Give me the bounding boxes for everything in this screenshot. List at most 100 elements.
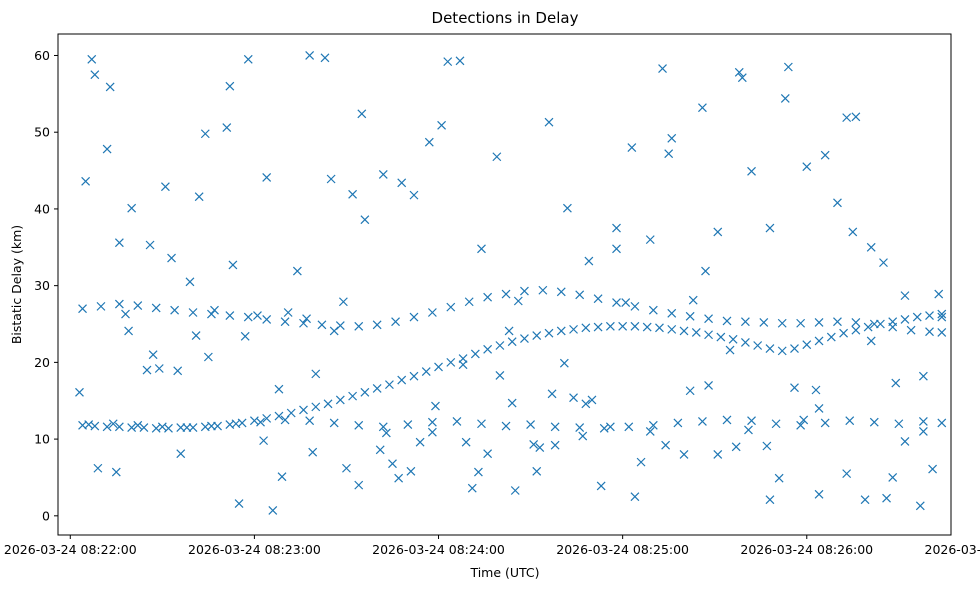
detection-marker — [268, 506, 278, 515]
detection-marker — [790, 383, 799, 393]
detection-marker — [664, 149, 674, 159]
detection-marker — [372, 384, 382, 393]
detection-marker — [716, 332, 726, 342]
x-axis-ticks: 2026-03-24 08:22:00 2026-03-24 08:23:00 20… — [4, 535, 980, 557]
detection-marker — [311, 369, 321, 379]
detection-marker — [630, 492, 640, 502]
detection-marker — [701, 266, 710, 276]
detection-marker — [434, 362, 443, 372]
detection-marker — [274, 411, 284, 421]
detection-marker — [587, 395, 597, 405]
detection-marker — [596, 481, 606, 491]
detection-marker — [658, 64, 667, 73]
detection-marker — [547, 389, 557, 399]
detection-marker — [704, 314, 713, 324]
detection-marker — [612, 223, 621, 233]
detection-marker — [915, 501, 925, 511]
detection-marker — [188, 308, 198, 317]
y-tick-label: 30 — [34, 278, 50, 293]
detection-marker — [96, 301, 106, 311]
detection-marker — [728, 334, 738, 344]
detection-marker — [891, 378, 901, 388]
detection-marker — [207, 421, 216, 431]
detection-marker — [470, 349, 480, 359]
detection-marker — [900, 436, 910, 446]
detection-marker — [262, 173, 272, 182]
detection-marker — [133, 301, 143, 311]
detection-marker — [182, 423, 192, 433]
detection-marker — [280, 317, 290, 327]
detection-marker — [391, 317, 400, 327]
detection-marker — [799, 415, 809, 425]
detection-marker — [753, 341, 763, 350]
plot-area-frame — [57, 33, 952, 536]
detection-marker — [762, 441, 772, 451]
detection-marker — [259, 436, 269, 446]
detection-marker — [648, 420, 658, 430]
detection-marker — [937, 418, 947, 428]
detection-marker — [937, 309, 947, 319]
detection-marker — [427, 308, 437, 317]
detection-marker — [544, 117, 554, 127]
detection-marker — [928, 464, 938, 474]
detection-marker — [556, 287, 566, 297]
detection-marker — [698, 417, 707, 426]
detection-marker — [679, 450, 689, 459]
detection-marker — [225, 81, 235, 91]
detection-marker — [648, 305, 658, 315]
detection-marker — [912, 312, 922, 322]
detection-marker — [624, 422, 634, 432]
detection-marker — [409, 371, 419, 381]
detection-marker — [90, 70, 100, 80]
detection-marker — [464, 297, 474, 307]
detection-marker — [329, 418, 339, 428]
detection-marker — [320, 53, 330, 63]
detection-marker — [802, 162, 812, 172]
detection-marker — [409, 190, 419, 200]
detection-marker — [618, 321, 628, 331]
detection-marker — [477, 419, 486, 429]
detection-marker — [305, 416, 315, 426]
detection-marker — [645, 235, 655, 245]
detection-marker — [510, 486, 520, 495]
detection-marker — [667, 324, 677, 334]
detection-marker — [354, 321, 364, 331]
detection-marker — [280, 415, 290, 425]
detection-marker — [636, 457, 646, 467]
detection-marker — [704, 380, 713, 390]
detection-marker — [127, 423, 137, 433]
detection-marker — [424, 137, 434, 147]
detection-marker — [342, 463, 351, 473]
detection-marker — [329, 326, 339, 336]
detection-marker — [934, 289, 944, 299]
detection-marker — [121, 309, 130, 319]
detection-marker — [87, 54, 97, 64]
x-tick-label: 2026-03-24 08:24:00 — [372, 542, 505, 557]
detection-marker — [918, 371, 928, 381]
detection-marker — [157, 422, 167, 432]
detection-marker — [569, 324, 578, 334]
detection-marker — [427, 417, 437, 427]
detection-marker — [820, 150, 830, 160]
detection-marker — [495, 370, 505, 380]
detection-marker — [796, 318, 806, 328]
detection-marker — [283, 308, 293, 317]
detection-marker — [851, 318, 861, 327]
detection-marker — [605, 422, 615, 432]
detection-marker — [918, 417, 928, 426]
detection-marker — [879, 258, 888, 268]
detection-marker — [575, 290, 585, 300]
y-tick-label: 20 — [34, 355, 50, 370]
detection-marker — [495, 341, 505, 350]
detection-marker — [243, 312, 253, 322]
detection-marker — [323, 399, 333, 409]
detection-marker — [765, 495, 775, 505]
detection-marker — [170, 305, 180, 315]
detection-marker — [452, 417, 462, 426]
detection-marker — [222, 123, 232, 133]
detection-marker — [378, 422, 388, 432]
detection-marker — [473, 467, 483, 477]
detection-marker — [713, 227, 723, 237]
detection-marker — [722, 415, 732, 425]
